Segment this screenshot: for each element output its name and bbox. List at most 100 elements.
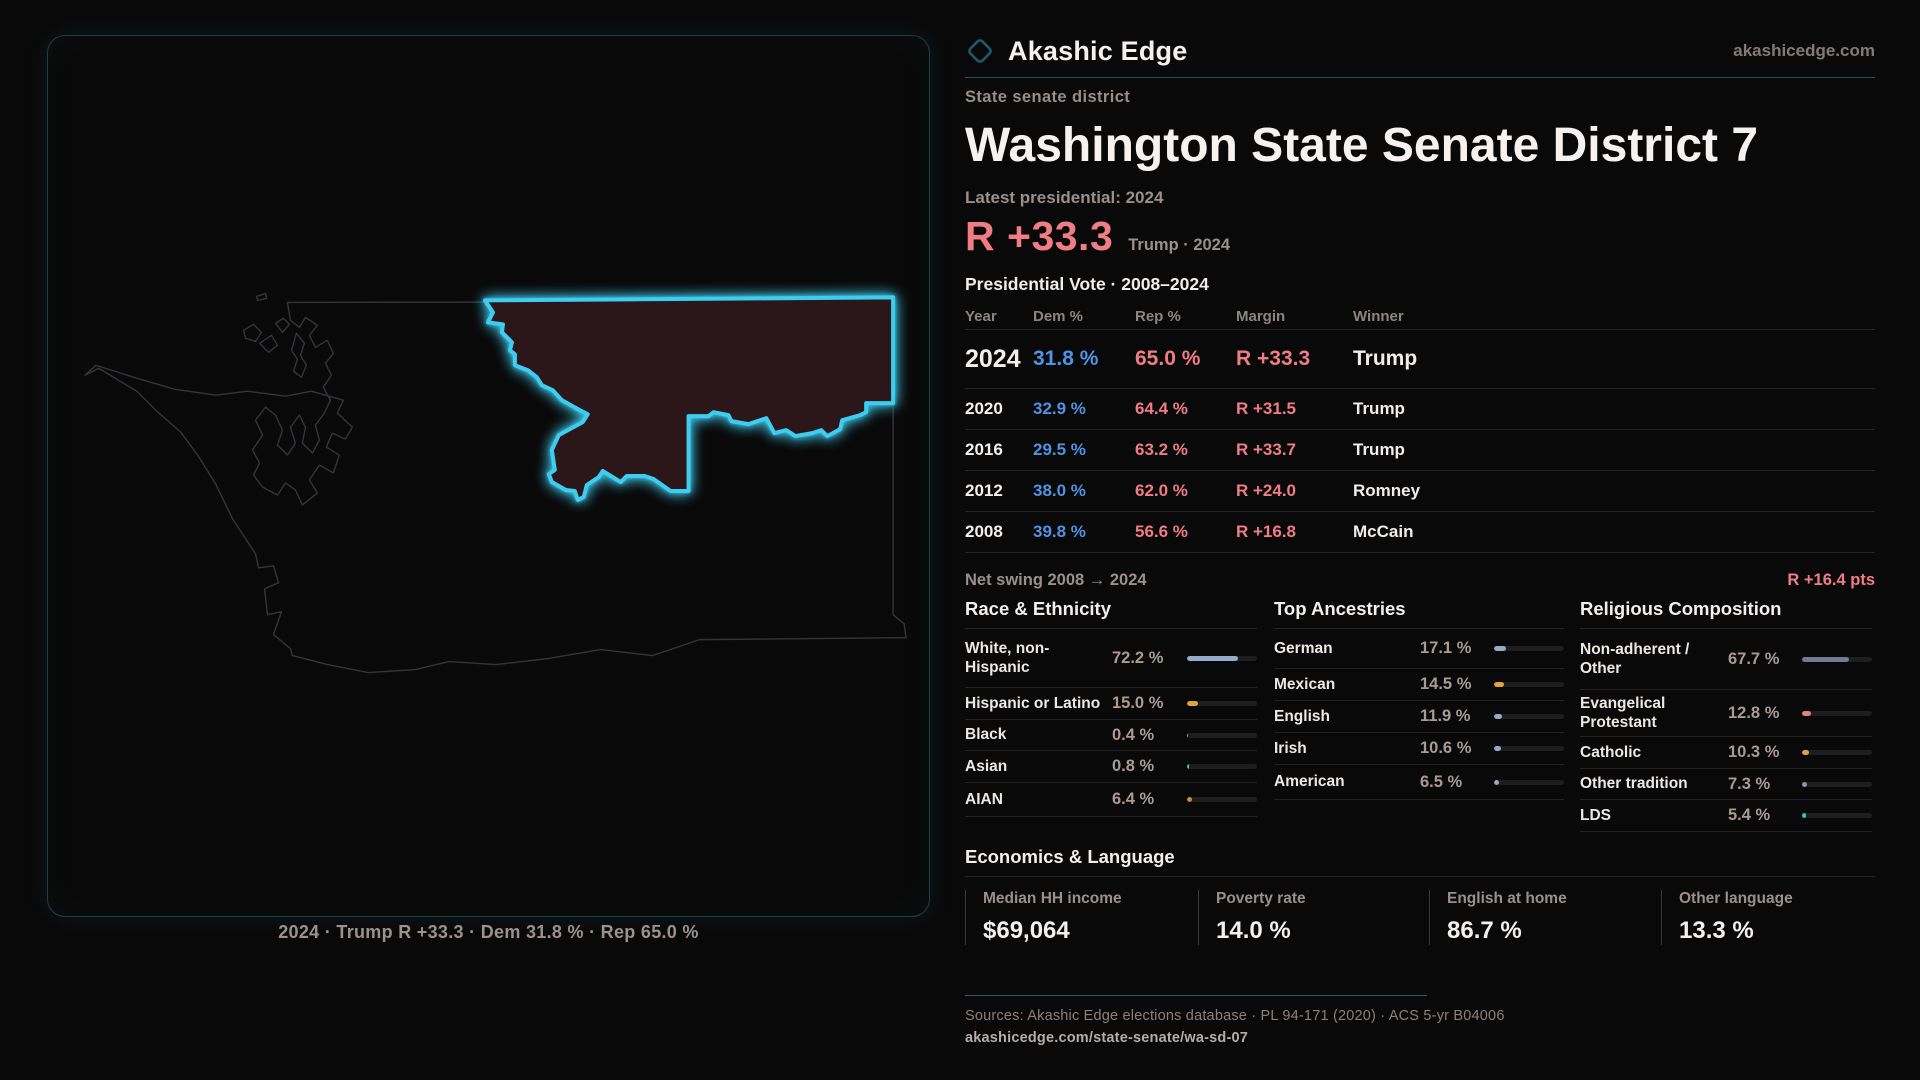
demo-value: 14.5 % xyxy=(1420,675,1472,693)
net-swing-label: Net swing 2008 → 2024 xyxy=(965,570,1147,589)
column-header-winner: Winner xyxy=(1353,307,1404,325)
rep-cell: 65.0 % xyxy=(1135,347,1201,370)
table-row-2016: 2016 29.5 % 63.2 % R +33.7 Trump xyxy=(965,430,1875,471)
map-panel xyxy=(47,35,930,917)
demo-bar-track xyxy=(1494,646,1564,651)
demo-bar-fill xyxy=(1494,682,1505,687)
section-title: Top Ancestries xyxy=(1274,598,1564,629)
demo-bar-track xyxy=(1494,714,1564,719)
demo-bar-fill xyxy=(1187,797,1192,802)
dem-cell: 39.8 % xyxy=(1033,522,1086,541)
dem-cell: 32.9 % xyxy=(1033,399,1086,418)
demo-bar-track xyxy=(1187,655,1258,661)
table-row-2024: 2024 31.8 % 65.0 % R +33.3 Trump xyxy=(965,330,1875,389)
demo-label: German xyxy=(1274,639,1333,657)
demo-value: 72.2 % xyxy=(1112,648,1164,667)
year-cell: 2016 xyxy=(965,440,1003,459)
page-title: Washington State Senate District 7 xyxy=(965,119,1759,172)
demo-row: Asian 0.8 % xyxy=(965,751,1258,783)
winner-cell: Romney xyxy=(1353,481,1421,500)
demo-bar-track xyxy=(1494,779,1564,785)
demo-bar-track xyxy=(1802,781,1872,787)
net-swing-row: Net swing 2008 → 2024 R +16.4 pts xyxy=(965,553,1875,601)
demo-label: White, non-Hispanic xyxy=(965,639,1050,676)
demo-label: Black xyxy=(965,726,1007,744)
stat-label: English at home xyxy=(1447,890,1567,907)
demo-label: Irish xyxy=(1274,739,1307,757)
demo-value: 67.7 % xyxy=(1728,649,1780,668)
dem-cell: 31.8 % xyxy=(1033,347,1099,370)
demo-bar-track xyxy=(1802,656,1872,662)
stat-label: Poverty rate xyxy=(1216,890,1306,907)
year-cell: 2008 xyxy=(965,522,1003,541)
demo-label: Other tradition xyxy=(1580,775,1688,793)
section-title: Race & Ethnicity xyxy=(965,598,1257,629)
headline-margin-value: R +33.3 xyxy=(965,213,1114,259)
demo-bar-track xyxy=(1187,797,1258,802)
stat-value: $69,064 xyxy=(983,917,1070,944)
dem-cell: 29.5 % xyxy=(1033,440,1086,459)
vote-table-header: Year Dem % Rep % Margin Winner xyxy=(965,303,1875,330)
rep-cell: 64.4 % xyxy=(1135,399,1188,418)
demo-row: Non-adherent / Other 67.7 % xyxy=(1580,629,1872,690)
year-cell: 2012 xyxy=(965,481,1003,500)
section-religious-composition: Religious Composition Non-adherent / Oth… xyxy=(1580,598,1872,832)
winner-cell: Trump xyxy=(1353,347,1418,370)
demo-label: Mexican xyxy=(1274,675,1336,693)
demo-label: Evangelical Protestant xyxy=(1580,694,1666,731)
stat-english-at-home: English at home 86.7 % xyxy=(1429,890,1649,945)
demo-value: 0.8 % xyxy=(1112,757,1155,775)
demo-bar-fill xyxy=(1802,781,1808,787)
map-caption: 2024 · Trump R +33.3 · Dem 31.8 % · Rep … xyxy=(278,922,699,942)
stat-other-language: Other language 13.3 % xyxy=(1661,890,1881,945)
demo-bar-fill xyxy=(1802,813,1806,818)
demo-value: 0.4 % xyxy=(1112,725,1155,744)
rep-cell: 63.2 % xyxy=(1135,440,1188,459)
brand-name: Akashic Edge xyxy=(1008,35,1188,66)
district-7-shape[interactable] xyxy=(483,295,896,502)
margin-cell: R +33.3 xyxy=(1236,347,1311,370)
demo-row: Black 0.4 % xyxy=(965,720,1258,751)
column-header-margin: Margin xyxy=(1236,307,1286,325)
vote-table: Year Dem % Rep % Margin Winner 2024 31.8… xyxy=(965,303,1875,601)
demo-bar-track xyxy=(1187,764,1258,769)
demo-bar-track xyxy=(1802,710,1872,716)
column-header-rep: Rep % xyxy=(1135,307,1181,325)
demo-bar-fill xyxy=(1802,750,1810,755)
economics-divider xyxy=(965,876,1875,877)
demo-bar-track xyxy=(1187,701,1258,706)
demo-value: 12.8 % xyxy=(1728,703,1780,722)
islands-outline xyxy=(242,292,308,378)
section-top-ancestries: Top Ancestries German 17.1 % Mexican 14.5 %… xyxy=(1274,598,1564,800)
demo-row: Evangelical Protestant 12.8 % xyxy=(1580,690,1872,737)
margin-cell: R +33.7 xyxy=(1236,440,1297,459)
section-title: Religious Composition xyxy=(1580,598,1872,629)
demo-value: 11.9 % xyxy=(1420,707,1471,725)
demo-label: English xyxy=(1274,707,1330,725)
column-header-dem: Dem % xyxy=(1033,307,1084,325)
winner-cell: McCain xyxy=(1353,522,1414,541)
demo-row: Other tradition 7.3 % xyxy=(1580,769,1872,800)
latest-presidential-label: Latest presidential: 2024 xyxy=(965,188,1164,207)
column-header-year: Year xyxy=(965,307,997,325)
kicker-label: State senate district xyxy=(965,88,1131,106)
demo-bar-fill xyxy=(1802,656,1850,662)
demo-value: 6.5 % xyxy=(1420,772,1463,791)
permalink-link[interactable]: akashicedge.com/state-senate/wa-sd-07 xyxy=(965,1030,1249,1046)
footer-divider xyxy=(965,995,1427,996)
stat-label: Median HH income xyxy=(983,890,1122,907)
demo-bar-fill xyxy=(1187,701,1198,706)
demo-value: 15.0 % xyxy=(1112,694,1164,712)
headline-margin-block: R +33.3 Trump · 2024 xyxy=(965,213,1230,260)
stat-value: 14.0 % xyxy=(1216,917,1291,944)
sources-text: Sources: Akashic Edge elections database… xyxy=(965,1008,1505,1024)
demo-row: Irish 10.6 % xyxy=(1274,733,1564,765)
stat-label: Other language xyxy=(1679,890,1793,907)
brand-site-link[interactable]: akashicedge.com xyxy=(1733,41,1875,60)
demo-row: Catholic 10.3 % xyxy=(1580,737,1872,769)
header-divider xyxy=(965,77,1875,78)
demo-bar-fill xyxy=(1494,714,1503,719)
vote-table-title: Presidential Vote · 2008–2024 xyxy=(965,274,1209,294)
demo-value: 5.4 % xyxy=(1728,806,1771,824)
